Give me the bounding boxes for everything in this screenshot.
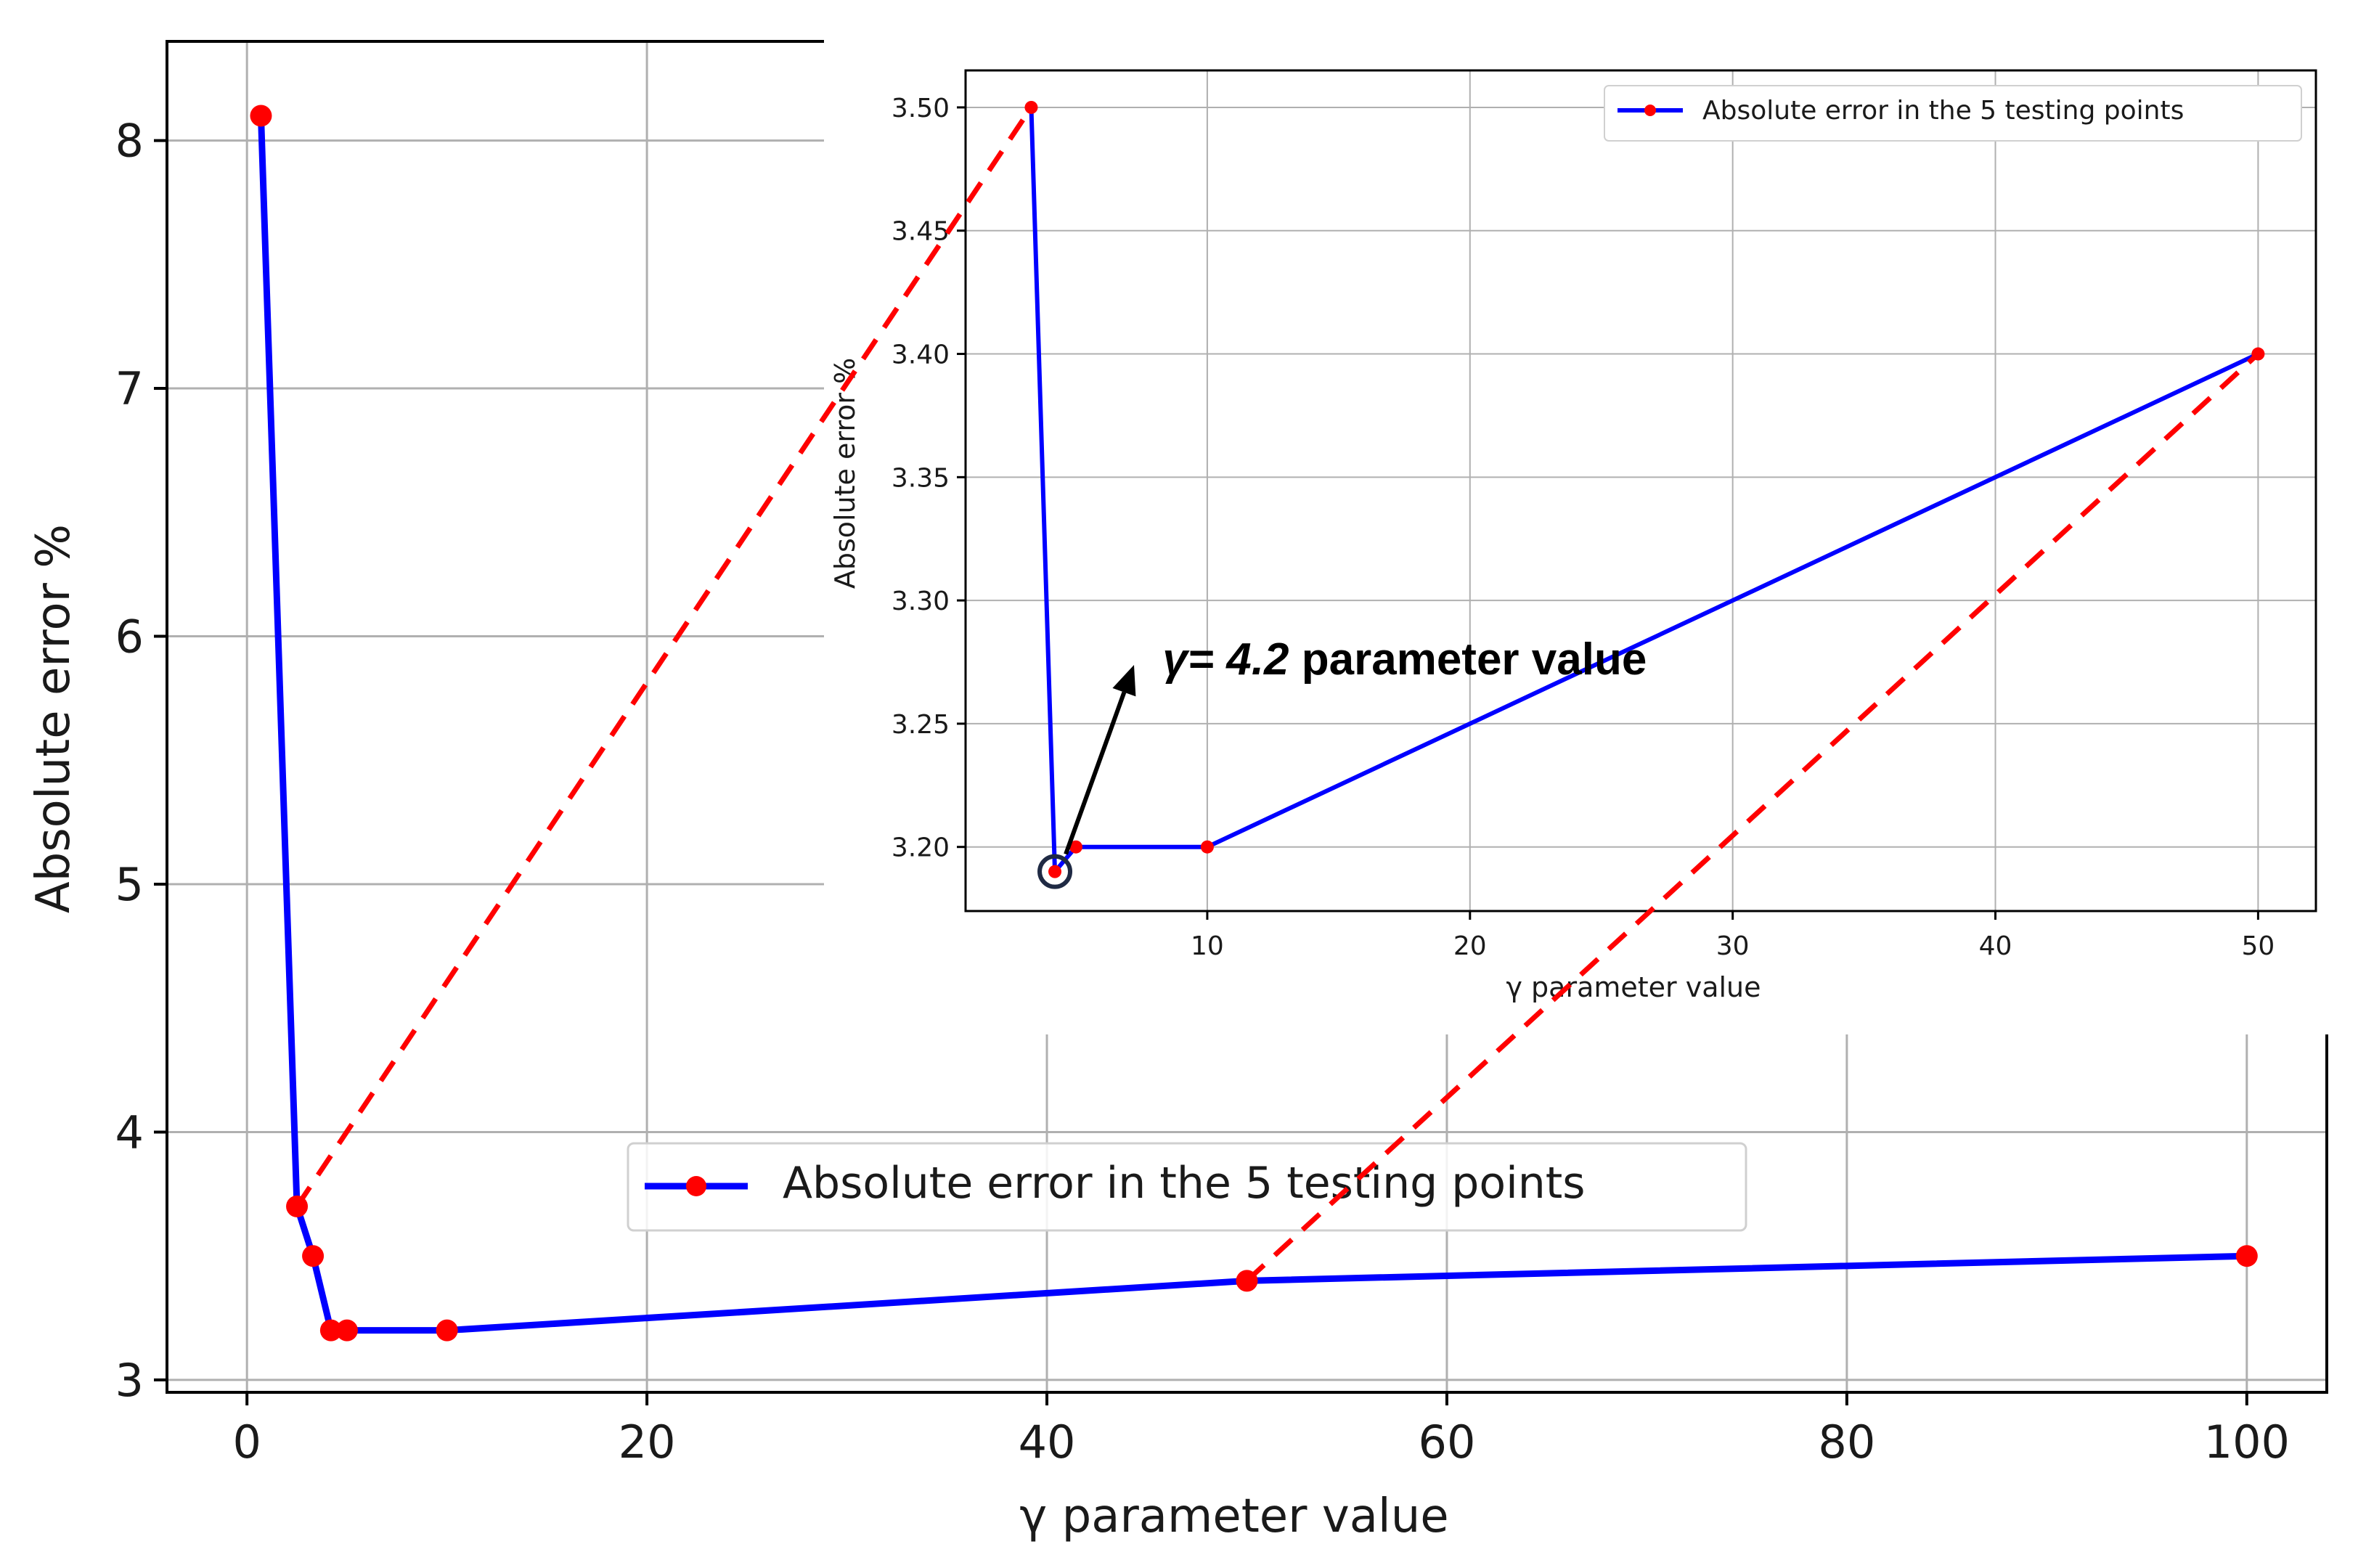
arrowhead-icon xyxy=(1112,665,1136,697)
main-y-tick-label: 8 xyxy=(115,115,144,168)
inset-plot-background xyxy=(966,70,2316,911)
main-x-tick-label: 100 xyxy=(2204,1416,2290,1469)
inset-legend-marker-sample xyxy=(1644,105,1656,116)
main-y-tick-label: 6 xyxy=(115,611,144,663)
inset-y-tick-label: 3.50 xyxy=(892,94,950,123)
main-x-tick-label: 60 xyxy=(1419,1416,1476,1469)
inset-annotation: γ= 4.2 parameter value xyxy=(1037,634,1647,889)
main-y-tick-label: 5 xyxy=(115,858,144,911)
main-y-tick-label: 7 xyxy=(115,362,144,415)
inset-y-tick-label: 3.40 xyxy=(892,340,950,370)
highlight-circle-icon xyxy=(1037,854,1073,889)
inset-x-tick-label: 50 xyxy=(2241,931,2275,961)
inset-y-axis-label: Absolute error % xyxy=(829,358,861,589)
inset-legend: Absolute error in the 5 testing points xyxy=(1604,85,2302,142)
inset-chart: 10 20 30 40 50 3.20 3.25 3.30 3.35 3.40 3.45 3.50 A… xyxy=(824,29,2356,1034)
main-data-point xyxy=(2235,1245,2258,1267)
inset-x-tick-label: 30 xyxy=(1716,931,1750,961)
inset-x-tick-label: 20 xyxy=(1453,931,1487,961)
inset-plot-frame xyxy=(964,69,2317,912)
main-y-tick-label: 3 xyxy=(115,1354,144,1407)
inset-y-tick-label: 3.20 xyxy=(892,833,950,863)
main-y-tick-label: 4 xyxy=(115,1106,144,1159)
inset-y-tick-label: 3.45 xyxy=(892,217,950,247)
inset-y-tick-label: 3.25 xyxy=(892,710,950,740)
inset-data-point xyxy=(1069,840,1082,854)
main-x-tick-label: 40 xyxy=(1019,1416,1076,1469)
main-data-point xyxy=(319,1319,342,1342)
inset-legend-box xyxy=(1604,85,2302,142)
zoom-connector-line xyxy=(1245,351,2260,1283)
main-data-point xyxy=(302,1245,325,1267)
inset-y-tick-label: 3.30 xyxy=(892,587,950,616)
main-legend-marker-sample xyxy=(686,1176,706,1196)
annotation-label: γ= 4.2 parameter value xyxy=(1162,634,1647,685)
arrow-icon xyxy=(1064,691,1127,855)
main-data-point xyxy=(335,1319,358,1342)
main-x-tick-label: 0 xyxy=(232,1416,261,1469)
main-legend-label: Absolute error in the 5 testing points xyxy=(783,1158,1586,1209)
inset-x-axis-label: γ parameter value xyxy=(1506,971,1761,1003)
annotation-suffix: parameter value xyxy=(1289,634,1647,685)
inset-x-tick-label: 10 xyxy=(1191,931,1224,961)
main-data-point xyxy=(250,105,272,127)
main-x-axis-label: γ parameter value xyxy=(1019,1490,1448,1543)
main-legend-box xyxy=(627,1142,1747,1232)
main-data-point xyxy=(436,1319,458,1342)
main-legend: Absolute error in the 5 testing points xyxy=(627,1142,1747,1232)
main-x-tick-label: 20 xyxy=(619,1416,676,1469)
inset-ticks: 10 20 30 40 50 3.20 3.25 3.30 3.35 3.40 3.45 3.50 xyxy=(892,94,2275,961)
inset-x-tick-label: 40 xyxy=(1979,931,2012,961)
inset-data-point xyxy=(1200,840,1214,854)
annotation-gamma-value: γ= 4.2 xyxy=(1162,634,1289,685)
main-ticks: 0 20 40 60 80 100 3 4 5 6 7 8 xyxy=(115,115,2290,1469)
inset-y-tick-label: 3.35 xyxy=(892,463,950,493)
inset-legend-label: Absolute error in the 5 testing points xyxy=(1702,96,2184,126)
zoom-connector-lines xyxy=(295,105,2260,1283)
main-x-tick-label: 80 xyxy=(1818,1416,1875,1469)
inset-data-point xyxy=(1048,865,1062,878)
zoom-connector-line xyxy=(295,105,1034,1208)
main-y-axis-label: Absolute error % xyxy=(27,524,81,913)
